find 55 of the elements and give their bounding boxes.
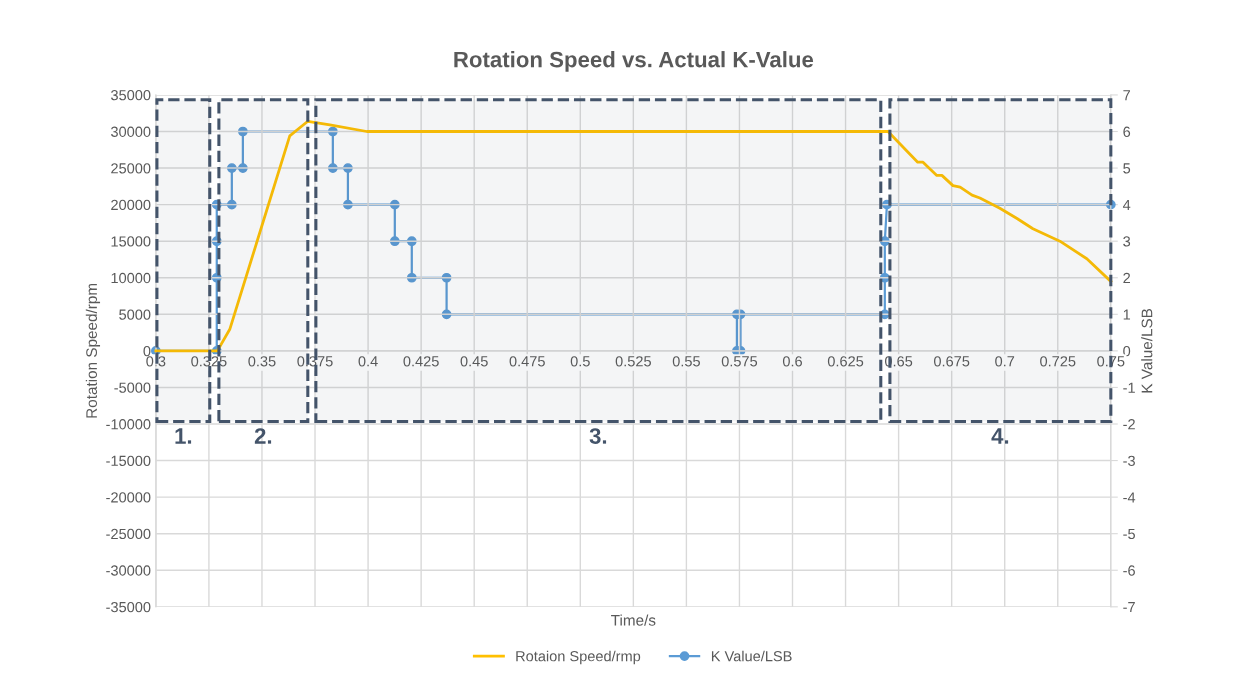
y2-tick-label: -7 xyxy=(1123,602,1135,613)
y2-tick-label: -3 xyxy=(1123,455,1135,466)
y2-tick-label: 3 xyxy=(1123,236,1131,247)
x-tick-label: 0.5 xyxy=(570,356,590,367)
y-tick-label: 30000 xyxy=(111,126,151,137)
x-tick-label: 0.425 xyxy=(403,356,439,367)
y-tick-label: -35000 xyxy=(106,601,151,613)
y2-tick-label: 2 xyxy=(1123,272,1131,284)
band-label: 2. xyxy=(254,428,272,444)
y-tick-label: -5000 xyxy=(114,382,151,393)
x-axis-title: Time/s xyxy=(611,614,656,626)
band-label: 3. xyxy=(589,428,607,444)
y-tick-label: 10000 xyxy=(111,272,151,284)
x-tick-label: 0.675 xyxy=(933,356,970,367)
x-tick-label: 0.7 xyxy=(995,356,1015,367)
y-tick-label: 20000 xyxy=(111,199,151,211)
y2-tick-label: 0 xyxy=(1123,345,1131,357)
y-tick-label: -15000 xyxy=(106,455,151,466)
y2-tick-label: 4 xyxy=(1122,199,1131,210)
y-tick-label: 0 xyxy=(143,345,151,357)
y2-tick-label: 5 xyxy=(1123,163,1131,174)
x-tick-label: 0.45 xyxy=(460,356,488,367)
x-tick-label: 0.55 xyxy=(672,356,700,367)
y-tick-label: -20000 xyxy=(106,492,151,503)
x-tick-label: 0.575 xyxy=(721,356,758,367)
y-tick-label: 35000 xyxy=(111,90,151,101)
y2-tick-label: 1 xyxy=(1123,309,1131,320)
y-tick-label: 25000 xyxy=(111,163,151,174)
x-tick-label: 0.475 xyxy=(509,356,545,367)
y2-tick-label: -1 xyxy=(1123,382,1135,393)
x-tick-label: 0.725 xyxy=(1040,356,1076,367)
y-tick-label: -30000 xyxy=(106,565,151,576)
y2-tick-label: 7 xyxy=(1123,90,1131,101)
y-tick-label: -25000 xyxy=(106,528,151,540)
x-tick-label: 0.6 xyxy=(782,356,802,367)
y-tick-label: -10000 xyxy=(106,419,151,430)
legend-label: Rotaion Speed/rmp xyxy=(516,650,641,665)
y2-tick-label: 6 xyxy=(1123,126,1131,137)
band-label: 1. xyxy=(175,428,192,444)
legend-label: K Value/LSB xyxy=(711,650,792,662)
y-tick-label: 15000 xyxy=(111,236,151,247)
y2-tick-label: -5 xyxy=(1123,528,1135,540)
x-tick-label: 0.525 xyxy=(615,356,651,367)
band-label: 4. xyxy=(991,428,1009,444)
y2-tick-label: -6 xyxy=(1123,565,1135,576)
y-tick-label: 5000 xyxy=(119,309,151,320)
y2-tick-label: -4 xyxy=(1123,492,1136,503)
y2-axis-title: K Value/LSB xyxy=(1141,308,1153,393)
y2-tick-label: -2 xyxy=(1123,419,1135,430)
x-tick-label: 0.3 xyxy=(146,356,166,367)
y-axis-title: Rotation Speed/rpm xyxy=(85,283,101,418)
chart-title: Rotation Speed vs. Actual K-Value xyxy=(454,51,814,72)
x-tick-label: 0.35 xyxy=(248,356,276,367)
x-tick-label: 0.625 xyxy=(827,356,864,367)
x-tick-label: 0.4 xyxy=(358,356,378,367)
